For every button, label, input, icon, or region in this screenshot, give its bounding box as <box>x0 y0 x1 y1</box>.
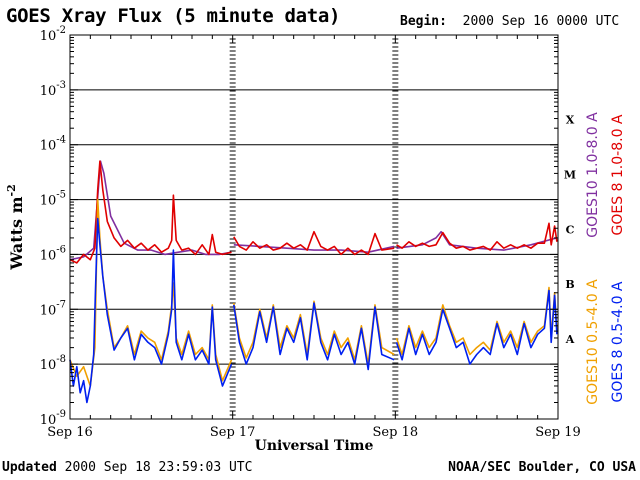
xtick-label: Sep 17 <box>210 425 256 440</box>
y-axis-label: Watts m-2 <box>5 184 26 270</box>
credit-text: NOAA/SEC Boulder, CO USA <box>448 460 636 475</box>
ytick-label: 10-5 <box>40 190 66 209</box>
ytick-label: 10-2 <box>40 25 66 44</box>
series-line-goes-8-0-5-4-0-a <box>69 217 233 404</box>
flare-class-label: C <box>566 223 575 236</box>
xtick-label: Sep 19 <box>535 425 581 440</box>
flare-class-label: B <box>565 278 574 291</box>
grid <box>70 34 558 416</box>
begin-label: Begin: 2000 Sep 16 0000 UTC <box>400 14 619 29</box>
begin-value: 2000 Sep 16 0000 UTC <box>462 14 620 29</box>
ytick-label: 10-8 <box>40 354 66 373</box>
series-line-goes-8-0-5-4-0-a <box>395 289 558 365</box>
legend-item: GOES 8 1.0-8.0 A <box>610 114 626 235</box>
legend: GOES10 1.0-8.0 A GOES 8 1.0-8.0 A GOES10 0… <box>585 112 626 405</box>
series-line-goes-8-1-0-8-0-a <box>396 222 558 251</box>
flare-class-label: X <box>566 114 575 127</box>
chart-title: GOES Xray Flux (5 minute data) <box>6 5 341 27</box>
ytick-label: 10-3 <box>40 80 66 99</box>
xtick-label: Sep 16 <box>47 425 93 440</box>
updated-value: 2000 Sep 18 23:59:03 UTC <box>64 460 253 475</box>
flare-class-label: M <box>564 168 576 181</box>
series-line-goes10-1-0-8-0-a <box>69 160 232 261</box>
series-line-goes-8-1-0-8-0-a <box>69 160 232 264</box>
xtick-label: Sep 18 <box>373 425 419 440</box>
ytick-label: 10-4 <box>40 135 66 154</box>
ytick-label: 10-9 <box>40 409 66 428</box>
plot-frame <box>69 34 559 420</box>
series-line-goes10-0-5-4-0-a <box>395 286 558 356</box>
updated-text: Updated 2000 Sep 18 23:59:03 UTC <box>2 460 252 475</box>
x-axis-label: Universal Time <box>255 438 374 454</box>
series-line-goes10-0-5-4-0-a <box>69 198 233 387</box>
flare-class-label: A <box>565 333 575 346</box>
series-line-goes-8-0-5-4-0-a <box>233 302 395 371</box>
updated-label: Updated <box>2 460 57 475</box>
legend-item: GOES10 1.0-8.0 A <box>585 112 601 238</box>
legend-item: GOES10 0.5-4.0 A <box>585 279 601 405</box>
series-line-goes-8-1-0-8-0-a <box>233 230 395 256</box>
axis-labels: 10-9 10-8 10-7 10-6 10-5 10-4 10-3 10-2 Sep 16 Se… <box>5 25 581 454</box>
ytick-label: 10-6 <box>40 244 66 263</box>
legend-item: GOES 8 0.5-4.0 A <box>610 281 626 402</box>
series-group <box>69 160 558 404</box>
ytick-label: 10-7 <box>40 299 66 318</box>
axis-ticks <box>69 34 559 420</box>
begin-label-prefix: Begin: <box>400 14 447 29</box>
